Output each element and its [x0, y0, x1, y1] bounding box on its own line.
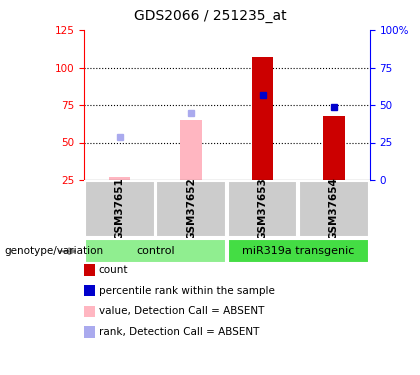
- Bar: [323, 116, 344, 180]
- Bar: [299, 181, 369, 237]
- Text: miR319a transgenic: miR319a transgenic: [242, 246, 354, 256]
- Text: count: count: [99, 265, 128, 275]
- Bar: [228, 239, 369, 263]
- Bar: [85, 181, 155, 237]
- Text: GSM37653: GSM37653: [257, 178, 268, 240]
- Bar: [228, 181, 297, 237]
- Text: GDS2066 / 251235_at: GDS2066 / 251235_at: [134, 9, 286, 23]
- Bar: [85, 239, 226, 263]
- Text: percentile rank within the sample: percentile rank within the sample: [99, 286, 275, 296]
- Text: control: control: [136, 246, 175, 256]
- Bar: [252, 57, 273, 180]
- Bar: [181, 120, 202, 180]
- Text: GSM37652: GSM37652: [186, 178, 196, 240]
- Text: genotype/variation: genotype/variation: [4, 246, 103, 256]
- Text: GSM37654: GSM37654: [329, 178, 339, 240]
- Text: rank, Detection Call = ABSENT: rank, Detection Call = ABSENT: [99, 327, 259, 337]
- Text: value, Detection Call = ABSENT: value, Detection Call = ABSENT: [99, 306, 264, 316]
- Text: GSM37651: GSM37651: [115, 178, 125, 240]
- Bar: [109, 177, 130, 180]
- Bar: [156, 181, 226, 237]
